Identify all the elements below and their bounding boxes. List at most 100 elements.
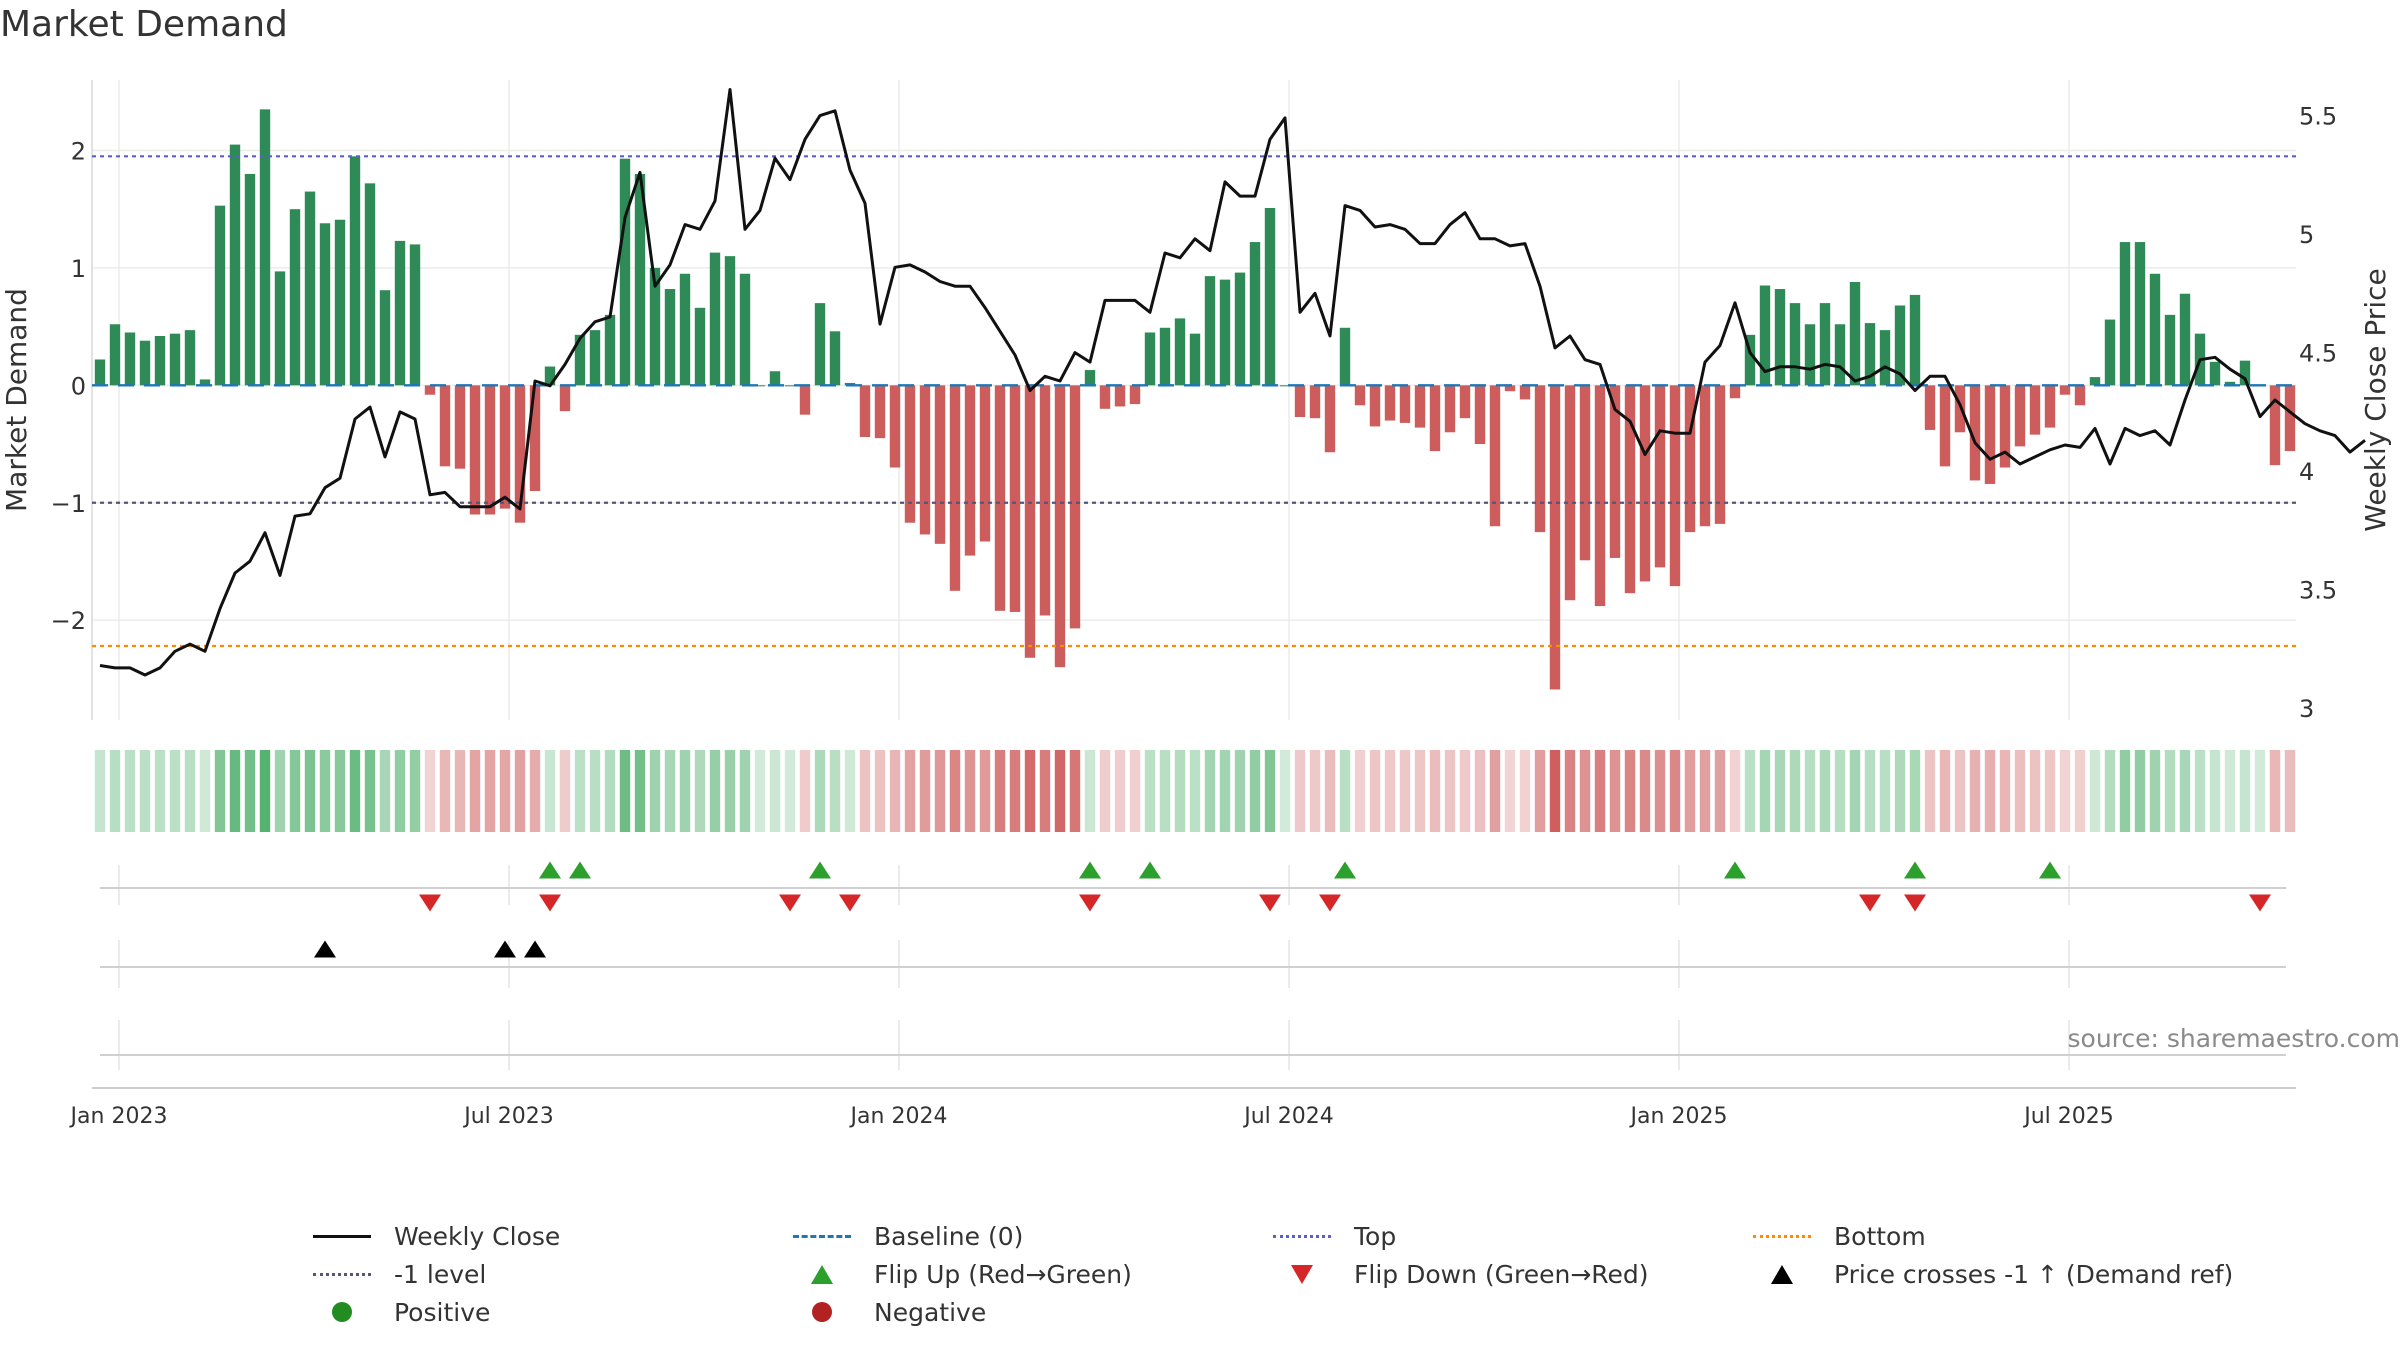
demand-bar [934,385,946,544]
demand-bar [1189,333,1201,386]
heat-strip-cell [1684,750,1696,832]
demand-bar [1309,385,1321,419]
heat-strip-cell [2134,750,2146,832]
triangle-up-black-icon [1771,1264,1793,1284]
weekly-close-line-icon [313,1234,371,1238]
demand-bar [1939,385,1951,467]
flip-down-marker [1319,894,1341,912]
x-tick-label: Jan 2024 [849,1104,948,1129]
demand-bar [1069,385,1081,629]
demand-bar [424,385,436,395]
demand-bar [1519,385,1531,400]
x-tick-label: Jan 2023 [69,1104,168,1129]
demand-bar [1234,272,1246,386]
demand-bar [559,385,571,412]
minus-one-line-icon [313,1272,371,1276]
heat-strip-cell [214,750,226,832]
heat-strip-cell [769,750,781,832]
demand-bar [199,379,211,386]
flip-up-marker [2039,861,2061,879]
heat-strip-cell [1384,750,1396,832]
demand-bar [904,385,916,523]
heat-strip-cell [2089,750,2101,832]
demand-bar [544,366,556,386]
heat-strip-cell [1699,750,1711,832]
heat-strip-cell [2044,750,2056,832]
heat-strip-cell [1099,750,1111,832]
heat-strip-cell [1924,750,1936,832]
x-tick-label: Jul 2025 [2022,1104,2114,1129]
heat-strip-cell [289,750,301,832]
demand-bar [2209,361,2221,386]
demand-bar [94,359,106,386]
demand-bar [874,385,886,439]
demand-bar [274,271,286,386]
flip-up-marker [1334,861,1356,879]
y2-axis-title: Weekly Close Price [2359,268,2392,531]
heat-strip-cell [934,750,946,832]
heat-strip-cell [829,750,841,832]
demand-bar [1354,385,1366,406]
heat-strip-cell [1309,750,1321,832]
demand-bar [169,333,181,386]
legend-label: Baseline (0) [874,1221,1024,1251]
legend: Weekly Close Baseline (0) Top Bottom -1 … [0,1200,2400,1327]
heat-strip-cell [754,750,766,832]
heat-strip-cell [1624,750,1636,832]
heat-strip-cell [814,750,826,832]
heat-strip-cell [844,750,856,832]
heat-strip-cell [1534,750,1546,832]
heat-strip-cell [1564,750,1576,832]
heat-strip-cell [514,750,526,832]
event-markers [314,861,2271,958]
legend-label: Weekly Close [394,1221,561,1251]
heat-strip-cell [664,750,676,832]
demand-bar [1564,385,1576,601]
heat-strip-cell [1759,750,1771,832]
heat-strip-cell [1354,750,1366,832]
demand-bar [1804,324,1816,386]
heat-strip-cell [634,750,646,832]
heat-strip-cell [1954,750,1966,832]
demand-bar [2134,242,2146,386]
heat-strip-cell [379,750,391,832]
triangle-up-icon [811,1264,833,1284]
demand-bar [1879,330,1891,386]
demand-bar [1549,385,1561,690]
demand-bar [2149,273,2161,386]
heat-strip-cell [1294,750,1306,832]
heat-strip-cell [1054,750,1066,832]
demand-bar [574,334,586,386]
heat-strip-cell [799,750,811,832]
heat-strip-cell [1039,750,1051,832]
demand-bar [409,244,421,386]
demand-bar [1159,327,1171,386]
demand-bar [1054,385,1066,668]
demand-bar [2284,385,2296,452]
demand-bar [1129,385,1141,405]
y-axis-title: Market Demand [0,288,33,512]
demand-bar [139,340,151,386]
legend-item-flip-up: Flip Up (Red→Green) [790,1258,1132,1290]
heat-strip-cell [589,750,601,832]
demand-bar [229,144,241,386]
heat-strip-cell [739,750,751,832]
legend-label: -1 level [394,1259,487,1289]
heat-strip-cell [1504,750,1516,832]
flip-up-marker [539,861,561,879]
price-cross-marker [314,940,336,958]
heat-strip-cell [1894,750,1906,832]
demand-bar [1714,385,1726,524]
heat-strip-cell [604,750,616,832]
heat-strip-cell [964,750,976,832]
heat-strip-cell [439,750,451,832]
demand-bar [784,385,796,387]
demand-bar [1369,385,1381,427]
demand-bar [949,385,961,591]
legend-label: Bottom [1834,1221,1926,1251]
heat-strip-cell [2179,750,2191,832]
demand-bar [2029,385,2041,435]
chart-title: Market Demand [0,4,288,45]
demand-bar [1744,334,1756,386]
heat-strip-cell [1849,750,1861,832]
